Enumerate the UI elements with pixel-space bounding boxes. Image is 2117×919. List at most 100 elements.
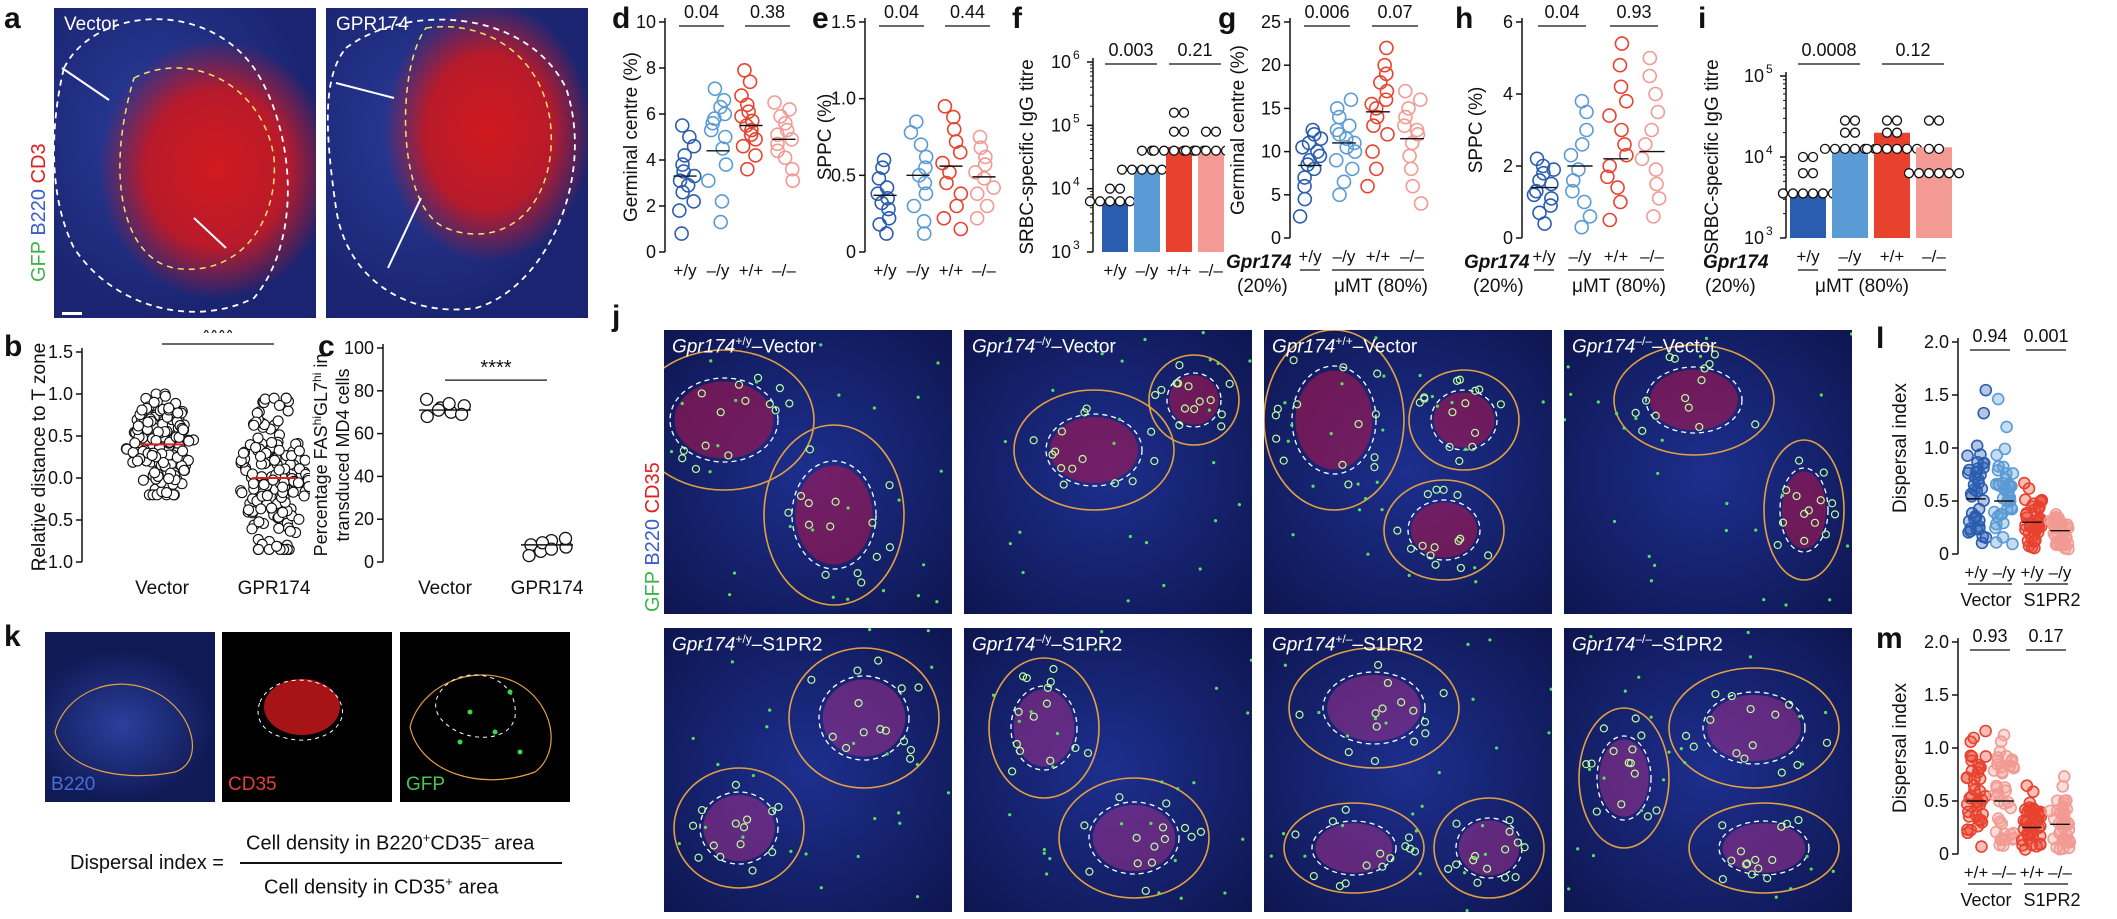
j-gfp-cell: [1432, 485, 1441, 494]
b-point: [284, 525, 296, 537]
j-gfp-cell: [1404, 833, 1414, 842]
d-point: [748, 148, 763, 163]
g-point: [1329, 122, 1345, 138]
j-gfp-speck: [1340, 382, 1344, 386]
m-point: [1971, 819, 1985, 833]
j-gfp-cell: [1085, 867, 1094, 876]
h-point: [1600, 169, 1615, 185]
j-gfp-speck: [1055, 731, 1060, 736]
g-point: [1332, 187, 1347, 203]
e-point: [909, 114, 924, 129]
j-gfp-cell: [868, 518, 877, 527]
c-point: [535, 536, 550, 550]
j-cd35-region: [1722, 823, 1806, 873]
c-y-tick-label: 20: [354, 509, 374, 529]
j-gfp-speck: [1407, 573, 1411, 578]
f-point: [1124, 196, 1136, 207]
j-genotype: +/y: [735, 632, 752, 646]
j-gfp-cell: [1376, 849, 1385, 858]
d-point: [770, 143, 785, 159]
h-point: [1543, 198, 1558, 213]
i-point: [1797, 168, 1809, 179]
panel-letter-h: h: [1455, 2, 1474, 35]
g-point: [1343, 92, 1359, 108]
l-point: [1961, 449, 1974, 462]
e-point: [986, 180, 1001, 195]
panel-j-stain-legend: GFP B220 CD35: [642, 462, 665, 612]
i-point: [1891, 127, 1903, 138]
j-gfp-speck: [1329, 432, 1333, 436]
b-point: [258, 479, 270, 491]
j-gene-name: Gpr174: [972, 634, 1036, 656]
j-gfp-cell: [821, 570, 830, 579]
f-y-tick-exponent: 6: [1073, 48, 1080, 62]
j-gfp-cell: [785, 399, 794, 408]
m-point: [2050, 794, 2064, 808]
d-point: [734, 109, 749, 124]
d-point: [701, 173, 716, 188]
j-gfp-speck: [1566, 365, 1570, 369]
f-y-tick-label: 10: [1051, 179, 1071, 199]
f-x-label: +/y: [1103, 261, 1127, 280]
g-point: [1405, 178, 1421, 194]
e-point: [935, 155, 950, 171]
j-gfp-speck: [898, 821, 902, 825]
j-gfp-cell: [1773, 540, 1782, 550]
j-gfp-cell: [876, 725, 885, 734]
b-point: [250, 441, 262, 453]
d-y-tick-label: 4: [646, 150, 656, 170]
j-gfp-speck: [811, 528, 815, 532]
j-gfp-speck: [1286, 439, 1290, 443]
j-cd35-region: [1599, 739, 1649, 817]
i-point: [1849, 115, 1861, 126]
j-gfp-speck: [1092, 345, 1096, 349]
j-fdc-outline: [1166, 372, 1222, 428]
j-gfp-cell: [1057, 464, 1066, 473]
h-point: [1602, 212, 1618, 228]
j-gfp-speck: [1698, 354, 1703, 358]
l-point: [2049, 508, 2063, 521]
h-point: [1646, 209, 1661, 224]
j-gfp-cell: [1500, 873, 1510, 882]
j-gfp-speck: [881, 589, 886, 593]
genotype-umt-h: μMT (80%): [1572, 276, 1666, 297]
j-gfp-speck: [1048, 857, 1052, 861]
chart-d: 0 2 4 6 8 10 Germinal centre (%) +/y –/y +/+ –/– 0.…: [621, 2, 801, 280]
m-point: [1993, 745, 2007, 758]
h-point: [1529, 183, 1544, 199]
j-gfp-speck: [1780, 493, 1785, 498]
d-point: [718, 157, 734, 172]
d-point: [740, 161, 755, 177]
j-gfp-cell: [1821, 530, 1830, 539]
j-gfp-cell: [1819, 468, 1828, 477]
j-gfp-cell: [1378, 862, 1387, 871]
j-cd35-region: [703, 795, 775, 861]
j-gfp-speck: [1214, 686, 1219, 690]
m-y-tick-label: 0.5: [1924, 791, 1949, 811]
k-tile-gfp: GFP: [400, 632, 570, 802]
j-construct: –Vector: [751, 336, 817, 358]
j-gfp-cell: [701, 441, 710, 450]
j-gfp-cell: [775, 384, 784, 393]
i-y-tick-exponent: 3: [1766, 224, 1773, 238]
f-point: [1104, 183, 1116, 194]
j-gfp-cell: [1372, 722, 1381, 731]
j-gfp-speck: [1345, 734, 1350, 738]
f-point: [1148, 145, 1160, 156]
j-gfp-cell: [1742, 860, 1751, 869]
j-gfp-cell: [1022, 673, 1031, 683]
i-point: [1923, 143, 1935, 155]
j-gfp-cell: [1151, 390, 1160, 400]
g-point: [1379, 83, 1395, 99]
d-point: [734, 88, 749, 103]
d-point: [743, 127, 759, 142]
j-gfp-cell: [805, 445, 815, 454]
j-gfp-speck: [1208, 358, 1212, 362]
j-gfp-speck: [819, 343, 823, 347]
j-gfp-cell: [1012, 739, 1022, 749]
panel-letter-g: g: [1218, 2, 1237, 35]
j-gfp-speck: [1008, 813, 1012, 817]
j-gfp-cell: [1747, 870, 1757, 879]
j-gfp-cell: [1128, 477, 1137, 486]
